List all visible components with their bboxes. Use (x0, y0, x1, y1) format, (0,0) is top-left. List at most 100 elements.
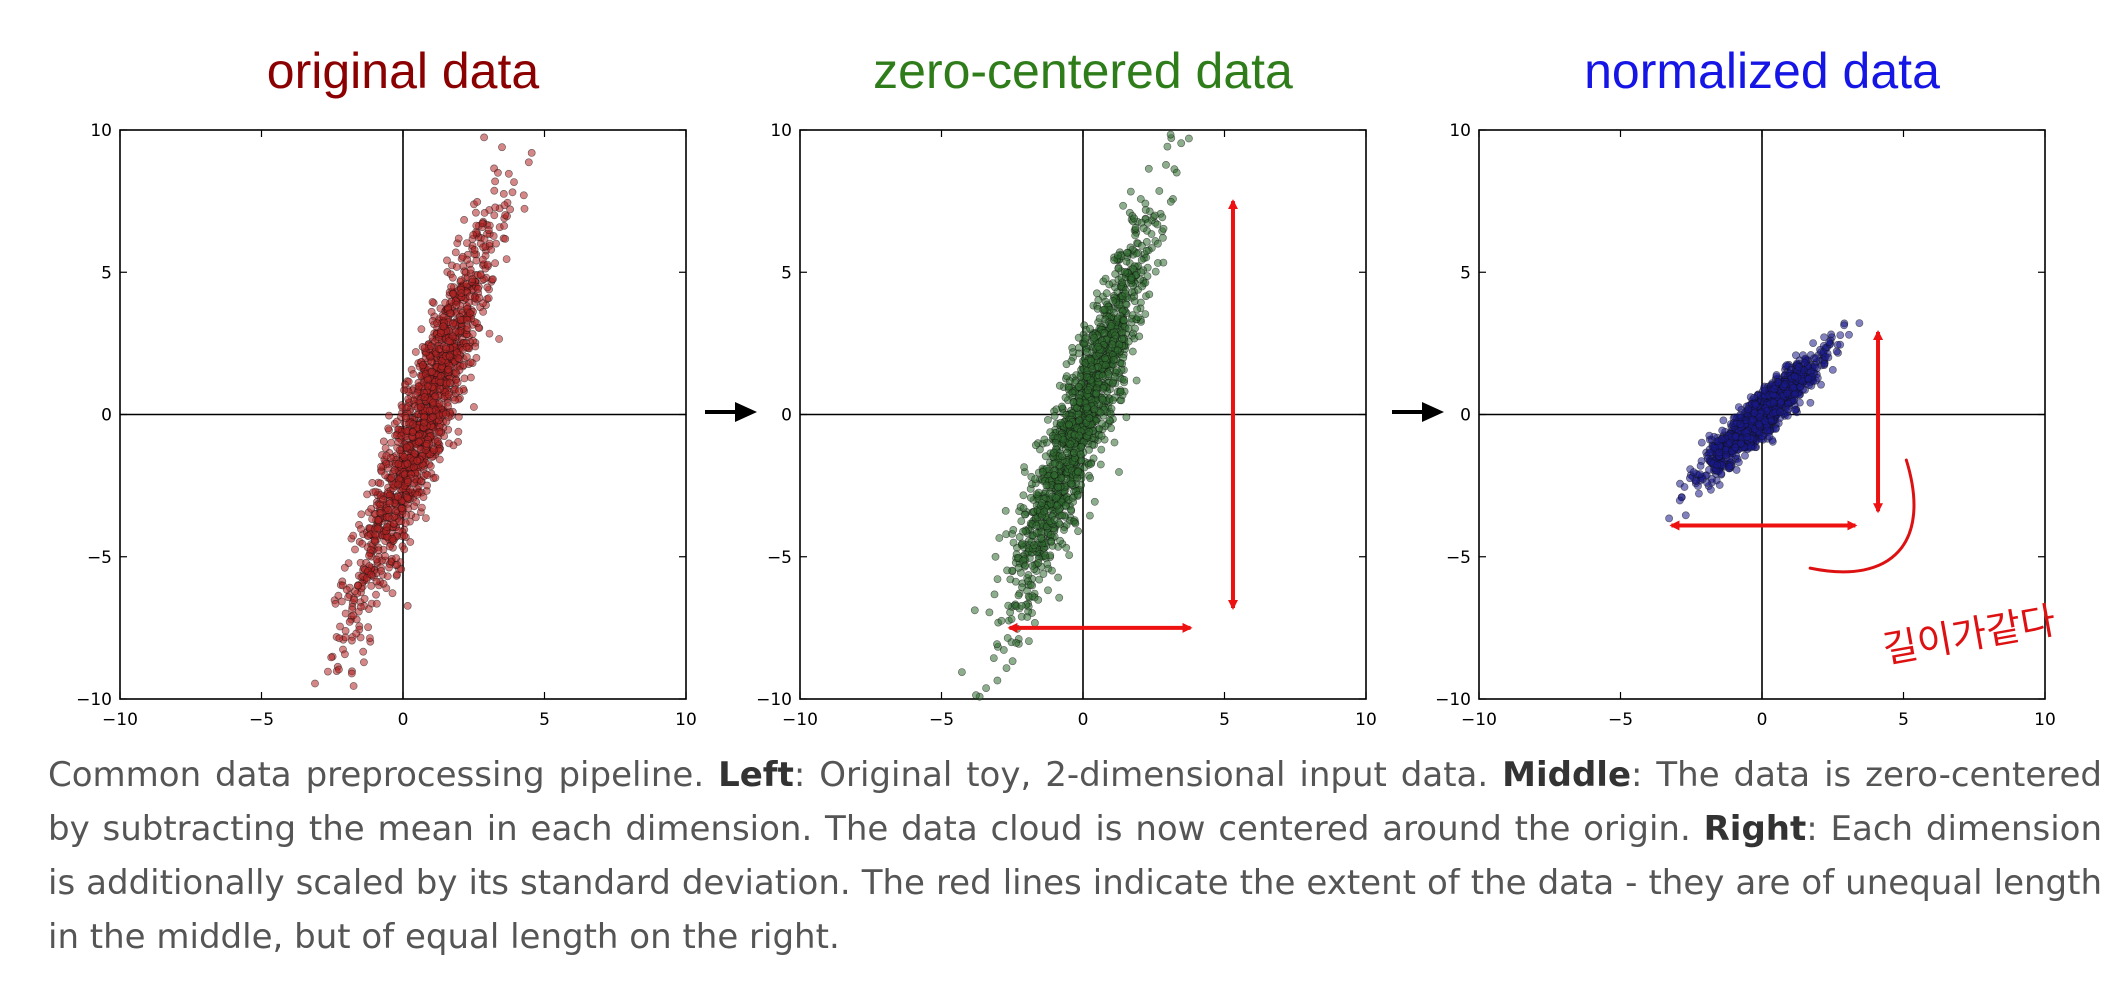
scatter-point (1109, 396, 1117, 405)
scatter-point (1717, 435, 1726, 444)
scatter-point (1032, 521, 1041, 530)
scatter-point (495, 335, 503, 343)
scatter-point (1141, 310, 1150, 318)
scatter-point (449, 319, 457, 328)
scatter-points (1665, 319, 1864, 523)
scatter-point (445, 379, 454, 387)
scatter-point (408, 427, 417, 436)
scatter-point (1084, 386, 1092, 394)
y-tick-label: 0 (1460, 406, 1471, 426)
scatter-point (463, 316, 472, 324)
scatter-point (433, 437, 442, 446)
scatter-point (1166, 130, 1175, 139)
scatter-points (958, 130, 1193, 701)
scatter-point (1675, 496, 1684, 505)
scatter-point (420, 418, 429, 427)
scatter-point (393, 570, 401, 579)
scatter-point (1041, 452, 1050, 461)
scatter-point (1019, 527, 1027, 536)
scatter-point (985, 608, 994, 617)
scatter-point (365, 634, 374, 642)
scatter-point (371, 487, 380, 496)
scatter-point (423, 382, 432, 391)
scatter-point (374, 546, 383, 555)
caption-middle-label: Middle (1502, 755, 1632, 795)
scatter-point (1790, 372, 1799, 381)
figure-caption: Common data preprocessing pipeline. Left… (48, 748, 2102, 964)
scatter-point (374, 516, 382, 525)
scatter-point (349, 682, 358, 690)
scatter-point (473, 197, 482, 206)
scatter-point (458, 252, 467, 261)
scatter-point (1119, 201, 1127, 210)
scatter-point (382, 451, 391, 460)
scatter-point (1825, 338, 1834, 347)
scatter-point (1003, 634, 1012, 642)
scatter-point (402, 414, 410, 423)
y-tick-label: 10 (90, 121, 112, 141)
scatter-point (445, 352, 454, 361)
scatter-point (435, 455, 444, 464)
scatter-point (452, 300, 461, 309)
scatter-point (388, 534, 397, 543)
scatter-point (1145, 290, 1154, 299)
scatter-point (1040, 507, 1049, 516)
scatter-point (451, 248, 460, 257)
x-tick-label: 5 (539, 710, 550, 730)
scatter-point (471, 342, 480, 351)
scatter-point (436, 384, 444, 393)
scatter-point (417, 503, 426, 512)
scatter-point (383, 572, 392, 581)
scatter-point (1155, 187, 1164, 195)
scatter-point (423, 471, 432, 479)
scatter-point (500, 201, 509, 210)
scatter-point (444, 390, 453, 399)
scatter-point (1065, 420, 1073, 429)
scatter-point (452, 263, 461, 271)
scatter-point (1845, 330, 1853, 339)
scatter-point (491, 203, 500, 212)
scatter-point (444, 365, 453, 374)
x-tick-label: −5 (1608, 710, 1633, 730)
scatter-point (429, 446, 438, 454)
y-tick-label: −10 (76, 690, 112, 710)
scatter-point (1172, 168, 1181, 177)
scatter-point (1772, 371, 1781, 379)
scatter-point (364, 623, 372, 632)
scatter-point (1055, 593, 1064, 602)
scatter-point (447, 282, 455, 291)
scatter-point (1713, 461, 1722, 469)
scatter-point (504, 169, 513, 178)
scatter-point (1832, 347, 1841, 356)
scatter-point (1747, 443, 1755, 452)
scatter-point (460, 374, 469, 383)
scatter-point (491, 259, 499, 268)
scatter-point (1090, 405, 1099, 414)
scatter-point (1725, 462, 1734, 471)
scatter-point (403, 478, 412, 486)
scatter-point (1680, 483, 1689, 491)
scatter-point (1718, 426, 1727, 435)
scatter-point (400, 380, 409, 389)
caption-intro: Common data preprocessing pipeline. (48, 755, 719, 795)
scatter-point (501, 234, 510, 243)
scatter-point (1074, 382, 1083, 391)
scatter-point (463, 324, 472, 332)
scatter-point (1820, 359, 1829, 368)
scatter-point (441, 409, 450, 418)
scatter-point (1806, 398, 1815, 407)
scatter-point (1058, 511, 1066, 520)
scatter-point (1153, 220, 1162, 229)
scatter-point (990, 590, 999, 599)
scatter-point (1141, 199, 1150, 208)
scatter-point (327, 653, 336, 662)
scatter-point (1100, 305, 1109, 314)
scatter-point (1101, 274, 1110, 283)
scatter-point (508, 188, 517, 197)
scatter-point (1755, 413, 1764, 422)
scatter-point (1790, 390, 1799, 399)
scatter-point (484, 294, 493, 303)
scatter-point (335, 634, 344, 643)
scatter-point (1130, 292, 1139, 301)
